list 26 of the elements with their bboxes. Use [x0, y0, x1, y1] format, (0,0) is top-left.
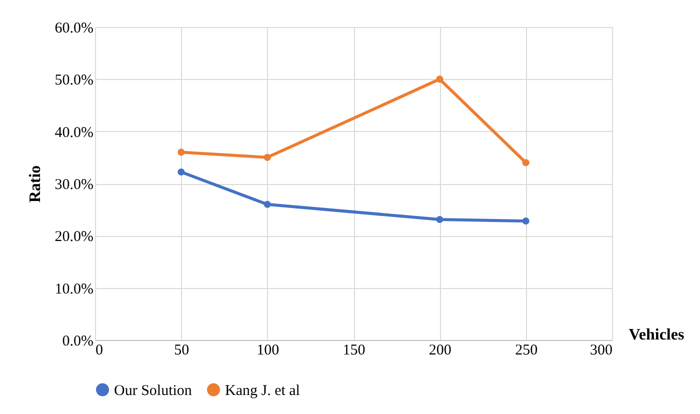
x-tick-label: 300: [590, 342, 612, 358]
legend-label: Kang J. et al: [225, 382, 300, 399]
point: [436, 216, 444, 224]
y-tick-label: 0.0%: [62, 334, 94, 350]
x-tick-label: 150: [342, 342, 366, 358]
x-tick-label: 250: [515, 342, 538, 358]
x-tick-label: 0: [96, 342, 103, 358]
point: [436, 76, 444, 83]
point: [178, 168, 185, 176]
x-tick-label: 50: [174, 342, 190, 358]
y-tick-label: 60.0%: [54, 20, 94, 36]
y-axis-title: Ratio: [26, 165, 44, 203]
y-tick-label: 50.0%: [54, 72, 94, 89]
point: [522, 218, 530, 225]
x-tick-label: 100: [256, 342, 280, 358]
x-axis-title: Vehicles: [628, 326, 684, 344]
legend-label: Our Solution: [114, 382, 192, 399]
point: [178, 148, 185, 156]
point: [264, 200, 271, 208]
y-tick-label: 30.0%: [54, 177, 94, 193]
y-tick-label: 20.0%: [54, 229, 94, 246]
x-tick-label: 200: [428, 342, 452, 358]
y-tick-label: 10.0%: [54, 281, 94, 298]
point: [522, 159, 530, 166]
y-tick-label: 40.0%: [54, 124, 94, 141]
point: [264, 154, 271, 161]
